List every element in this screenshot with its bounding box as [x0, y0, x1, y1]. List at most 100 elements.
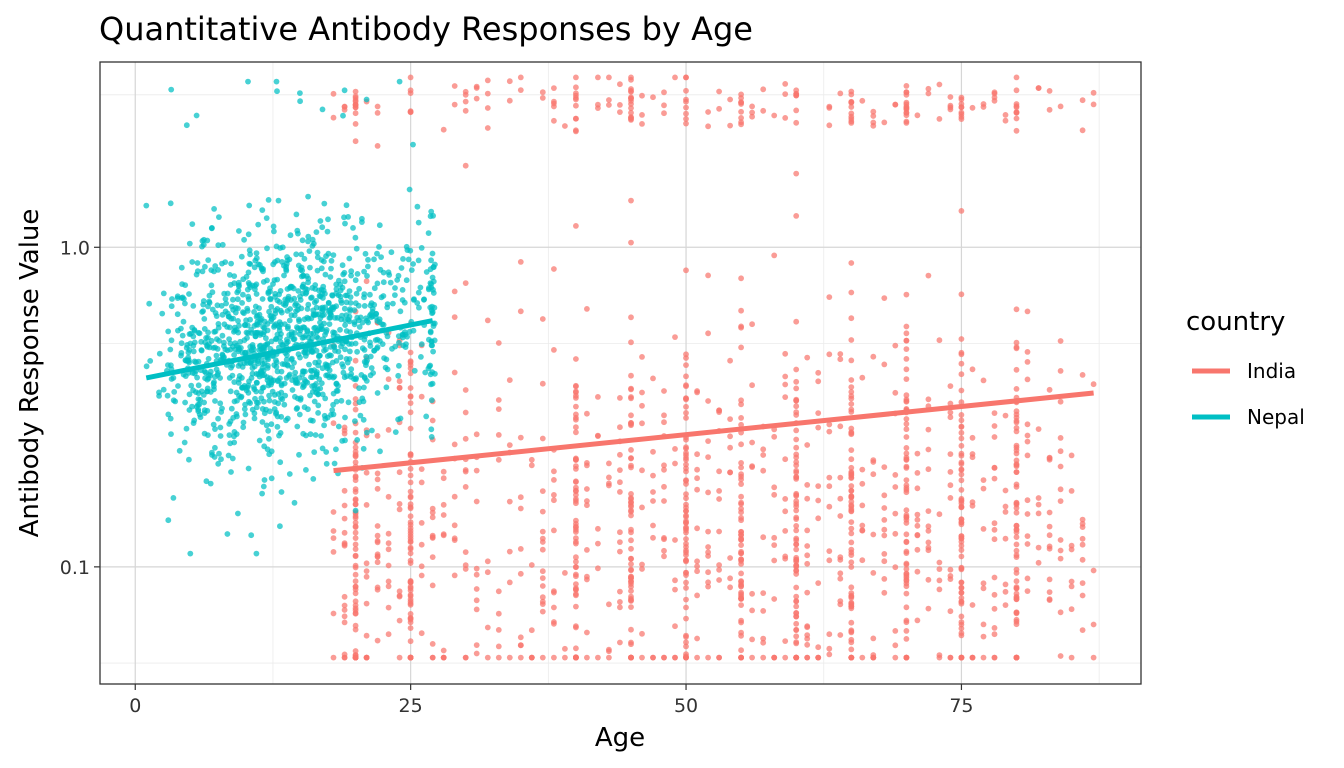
nepal-point [239, 384, 246, 391]
india-point [815, 644, 822, 651]
india-point [1013, 616, 1020, 623]
india-point [903, 628, 910, 634]
india-point [848, 401, 855, 407]
india-point [782, 350, 789, 357]
india-point [429, 582, 436, 589]
india-point [903, 426, 910, 433]
nepal-point [415, 257, 422, 264]
nepal-point [367, 291, 373, 298]
nepal-point [299, 237, 306, 244]
india-point [683, 415, 689, 421]
india-point [595, 525, 601, 532]
india-point [385, 376, 392, 383]
nepal-point [256, 343, 263, 349]
nepal-point [297, 327, 304, 334]
india-point [793, 527, 800, 534]
india-point [859, 527, 866, 534]
india-point [738, 570, 744, 577]
india-point [683, 579, 689, 586]
nepal-point [307, 264, 313, 271]
nepal-point [253, 250, 260, 256]
nepal-point [335, 292, 342, 299]
india-point [573, 564, 579, 570]
india-point [639, 420, 645, 427]
india-point [1024, 452, 1031, 459]
india-point [352, 546, 359, 552]
india-point [517, 570, 524, 577]
india-point [870, 353, 877, 360]
india-point [473, 571, 480, 578]
nepal-point [245, 78, 251, 85]
india-point [584, 502, 590, 509]
india-point [1002, 581, 1009, 588]
india-point [462, 98, 469, 105]
india-point [936, 586, 943, 593]
india-point [517, 654, 524, 661]
india-point [826, 557, 833, 564]
nepal-point [374, 336, 381, 343]
india-point [506, 97, 513, 104]
nepal-point [253, 388, 260, 395]
nepal-point [417, 284, 424, 291]
nepal-point [235, 510, 241, 517]
nepal-point [183, 122, 190, 129]
india-point [815, 580, 822, 586]
india-point [573, 411, 579, 418]
india-point [506, 548, 513, 555]
nepal-point [364, 429, 370, 436]
nepal-point [287, 232, 294, 239]
india-point [1013, 534, 1020, 540]
nepal-point [396, 362, 402, 369]
india-point [517, 634, 524, 641]
nepal-point [201, 316, 208, 322]
india-point [958, 109, 965, 116]
india-point [1090, 567, 1097, 574]
india-point [782, 115, 789, 121]
india-point [595, 74, 601, 81]
nepal-point [305, 238, 311, 245]
india-point [738, 121, 744, 128]
nepal-point [266, 435, 272, 442]
india-point [749, 636, 755, 643]
nepal-point [281, 272, 287, 279]
india-point [683, 524, 689, 531]
india-point [628, 87, 634, 94]
nepal-point [146, 300, 153, 307]
legend-label-nepal: Nepal [1247, 405, 1305, 429]
nepal-point [396, 339, 402, 346]
india-point [903, 392, 910, 399]
nepal-point [281, 262, 287, 269]
nepal-point [321, 422, 327, 429]
nepal-point [376, 244, 382, 250]
nepal-point [234, 289, 241, 296]
india-point [991, 591, 998, 598]
india-point [892, 484, 899, 490]
india-point [573, 403, 579, 410]
nepal-point [380, 279, 387, 286]
nepal-point [368, 311, 374, 318]
india-point [980, 485, 987, 492]
india-point [396, 384, 403, 391]
india-point [892, 389, 899, 396]
india-point [738, 514, 744, 521]
nepal-point [196, 330, 203, 337]
nepal-point [168, 86, 175, 93]
nepal-point [268, 377, 275, 384]
india-point [1013, 610, 1020, 617]
india-point [562, 123, 568, 129]
india-point [947, 495, 954, 501]
nepal-point [338, 397, 345, 404]
india-point [1090, 654, 1097, 661]
india-point [936, 654, 943, 661]
india-point [341, 106, 348, 113]
india-point [639, 121, 645, 127]
nepal-point [169, 296, 175, 302]
nepal-point [245, 231, 252, 238]
india-point [705, 330, 711, 337]
india-point [650, 94, 656, 101]
india-point [539, 594, 546, 601]
nepal-point [418, 354, 424, 360]
india-point [815, 378, 822, 385]
nepal-point [300, 273, 307, 279]
